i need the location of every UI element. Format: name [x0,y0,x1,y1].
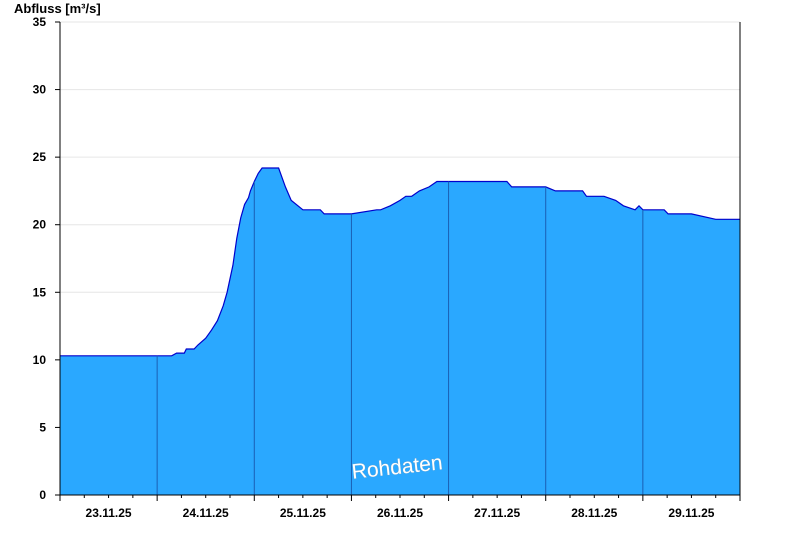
discharge-line [60,167,740,357]
x-tick-label: 29.11.25 [668,506,714,520]
y-tick-label: 10 [33,353,47,367]
y-tick-label: 5 [39,420,46,434]
x-axis: 23.11.25 24.11.25 25.11.25 26.11.25 27.11.25… [59,495,741,520]
x-tick-label: 27.11.25 [474,506,520,520]
y-axis: 0 5 10 15 20 25 30 35 [33,15,60,502]
x-tick-label: 23.11.25 [86,506,132,520]
y-tick-label: 15 [33,285,47,299]
y-tick-label: 0 [39,488,46,502]
day-separators [156,181,644,495]
discharge-area [60,168,740,495]
x-tick-label: 26.11.25 [377,506,423,520]
x-tick-label: 28.11.25 [571,506,617,520]
y-tick-label: 30 [33,83,47,97]
y-tick-label: 20 [33,218,47,232]
y-tick-label: 35 [33,15,47,29]
x-tick-label: 25.11.25 [280,506,326,520]
y-axis-title: Abfluss [m³/s] [14,1,101,16]
raw-data-watermark: Rohdaten [351,451,444,483]
x-tick-label: 24.11.25 [183,506,229,520]
y-tick-label: 25 [33,150,47,164]
